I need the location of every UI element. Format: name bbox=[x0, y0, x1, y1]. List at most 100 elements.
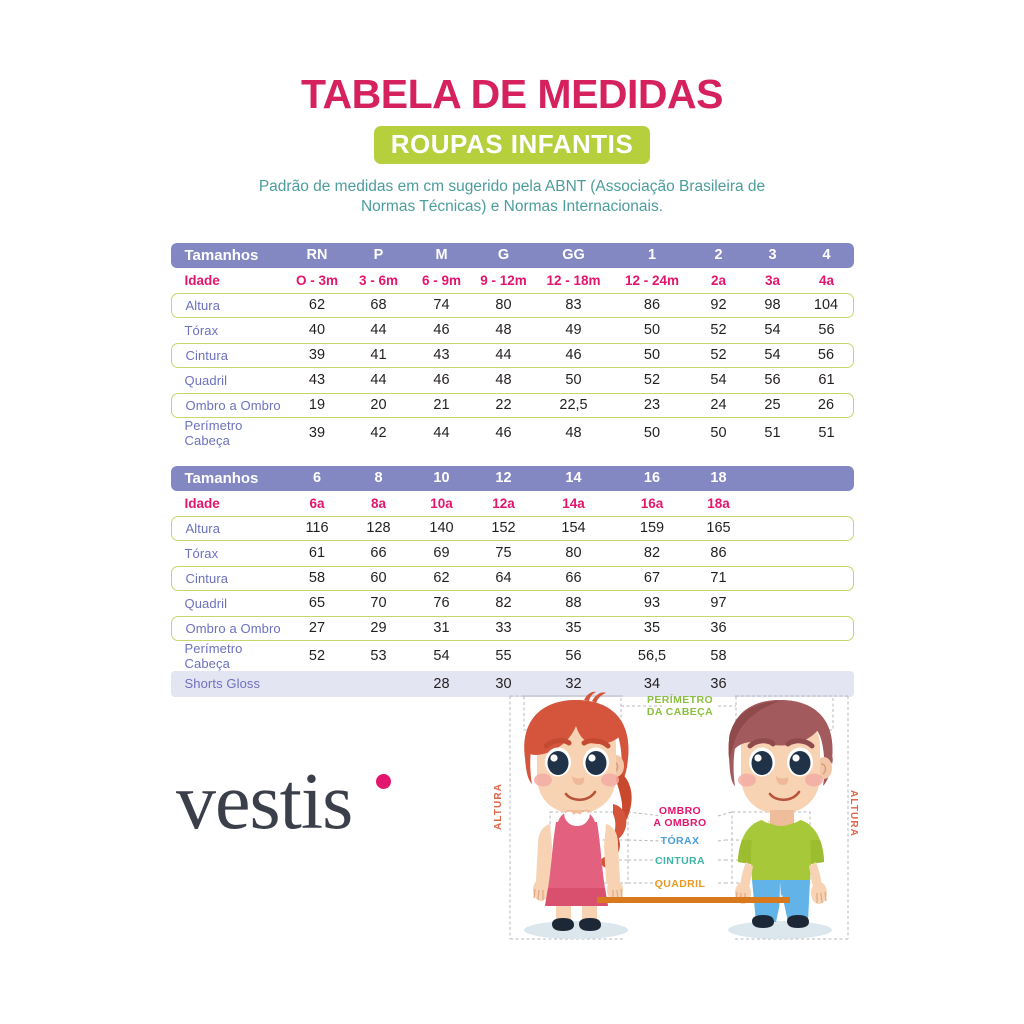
cell: 28 bbox=[410, 670, 473, 697]
cell bbox=[800, 641, 854, 671]
label-chest: TÓRAX bbox=[660, 835, 700, 847]
table1-size-3: G bbox=[472, 242, 535, 268]
cell: 56 bbox=[818, 322, 835, 339]
cell: 58 bbox=[710, 647, 727, 664]
table2-age-1: 8a bbox=[370, 495, 387, 511]
cell: 48 bbox=[495, 372, 512, 389]
brand-logo-text-part2: i bbox=[300, 758, 323, 846]
cell: 20 bbox=[346, 392, 411, 418]
cell: 62 bbox=[410, 565, 473, 591]
row-label: Cintura bbox=[170, 565, 288, 591]
cell: 50 bbox=[710, 424, 727, 441]
cell: 25 bbox=[745, 392, 800, 418]
bottom-section: vestis .dash { stroke:#b9b9bd; stroke-wi… bbox=[0, 676, 1024, 966]
row-label: Quadril bbox=[184, 595, 228, 611]
label-shoulder-line1: OMBRO bbox=[658, 805, 702, 817]
table1-age-0: O - 3m bbox=[295, 272, 338, 288]
table2-size-7 bbox=[745, 465, 800, 491]
cell: 46 bbox=[433, 322, 450, 339]
cell: 83 bbox=[534, 292, 613, 318]
cell: 31 bbox=[410, 615, 473, 641]
cell: 46 bbox=[495, 424, 512, 441]
cell: 44 bbox=[433, 424, 450, 441]
cell: 49 bbox=[565, 322, 582, 339]
table1-size-1: P bbox=[346, 242, 411, 268]
cell bbox=[746, 591, 800, 616]
cell: 154 bbox=[534, 515, 613, 541]
cell: 66 bbox=[370, 545, 387, 562]
cell: 69 bbox=[433, 545, 450, 562]
measurement-diagram: .dash { stroke:#b9b9bd; stroke-width:1; … bbox=[480, 684, 880, 952]
cell: 40 bbox=[308, 322, 326, 339]
cell: 48 bbox=[565, 424, 582, 441]
table1-age-2: 6 - 9m bbox=[421, 272, 462, 288]
row-label: Tórax bbox=[184, 322, 219, 338]
cell: 30 bbox=[472, 670, 535, 697]
cell: 152 bbox=[472, 515, 535, 541]
cell: 34 bbox=[612, 670, 692, 697]
cell: 27 bbox=[287, 615, 347, 641]
cell: 35 bbox=[612, 615, 692, 641]
cell: 54 bbox=[764, 322, 781, 339]
cell: 43 bbox=[308, 372, 326, 389]
subtitle-badge-wrap: ROUPAS INFANTIS bbox=[0, 126, 1024, 164]
cell: 88 bbox=[565, 595, 582, 612]
cell: 44 bbox=[472, 342, 535, 368]
cell bbox=[800, 541, 854, 566]
cell: 86 bbox=[710, 545, 727, 562]
table-row: Tórax 61 66 69 75 80 82 86 bbox=[171, 541, 854, 566]
table1-header-label: Tamanhos bbox=[170, 242, 288, 268]
table1-size-6: 2 bbox=[691, 242, 746, 268]
table2-age-3: 12a bbox=[492, 495, 515, 511]
table2-header-label: Tamanhos bbox=[170, 465, 288, 491]
table1-age-row: Idade O - 3m 3 - 6m 6 - 9m 9 - 12m 12 - … bbox=[171, 268, 854, 293]
table1-age-label: Idade bbox=[184, 272, 220, 288]
cell: 68 bbox=[346, 292, 411, 318]
label-height-right: ALTURA bbox=[848, 790, 859, 837]
cell: 92 bbox=[691, 292, 746, 318]
cell: 50 bbox=[612, 342, 692, 368]
cell: 56 bbox=[799, 342, 854, 368]
label-waist: CINTURA bbox=[654, 855, 706, 867]
cell: 54 bbox=[745, 342, 800, 368]
table1-age-7: 3a bbox=[764, 272, 781, 288]
label-hip: QUADRIL bbox=[654, 878, 706, 890]
table2-age-0: 6a bbox=[309, 495, 325, 511]
cell: 19 bbox=[287, 392, 347, 418]
table2-age-label: Idade bbox=[184, 495, 220, 511]
table-row: Quadril 43 44 46 48 50 52 54 56 61 bbox=[171, 368, 854, 393]
measurement-tables: Tamanhos RN P M G GG 1 2 3 4 Idade O - 3… bbox=[170, 242, 854, 697]
table2-age-6: 18a bbox=[707, 495, 730, 511]
cell: 22,5 bbox=[534, 392, 613, 418]
table1-size-8: 4 bbox=[799, 242, 854, 268]
cell: 140 bbox=[410, 515, 473, 541]
cell: 60 bbox=[346, 565, 411, 591]
cell: 116 bbox=[287, 515, 347, 541]
label-shoulder-line2: A OMBRO bbox=[653, 817, 707, 830]
cell: 76 bbox=[433, 595, 450, 612]
table1-size-2: M bbox=[410, 242, 473, 268]
table-row: Perímetro Cabeça 39 42 44 46 48 50 50 51… bbox=[171, 418, 854, 448]
cell: 104 bbox=[799, 292, 854, 318]
cell bbox=[799, 615, 854, 641]
cell: 54 bbox=[710, 372, 727, 389]
cell: 74 bbox=[410, 292, 473, 318]
cell: 67 bbox=[612, 565, 692, 591]
cell: 26 bbox=[799, 392, 854, 418]
table2-age-5: 16a bbox=[640, 495, 664, 511]
table1-age-1: 3 - 6m bbox=[358, 272, 399, 288]
table1-age-6: 2a bbox=[710, 272, 727, 288]
row-label: Tórax bbox=[184, 545, 219, 561]
cell bbox=[799, 670, 854, 697]
table1-header-row: Tamanhos RN P M G GG 1 2 3 4 bbox=[170, 242, 854, 268]
cell: 29 bbox=[346, 615, 411, 641]
cell bbox=[346, 670, 411, 697]
cell bbox=[799, 565, 854, 591]
cell: 55 bbox=[495, 647, 512, 664]
table-row: Altura 116 128 140 152 154 159 165 bbox=[170, 515, 854, 541]
cell: 61 bbox=[308, 545, 326, 562]
cell: 52 bbox=[691, 342, 746, 368]
cell: 24 bbox=[691, 392, 746, 418]
table2-age-2: 10a bbox=[430, 495, 453, 511]
table-row: Ombro a Ombro 19 20 21 22 22,5 23 24 25 … bbox=[170, 392, 854, 418]
